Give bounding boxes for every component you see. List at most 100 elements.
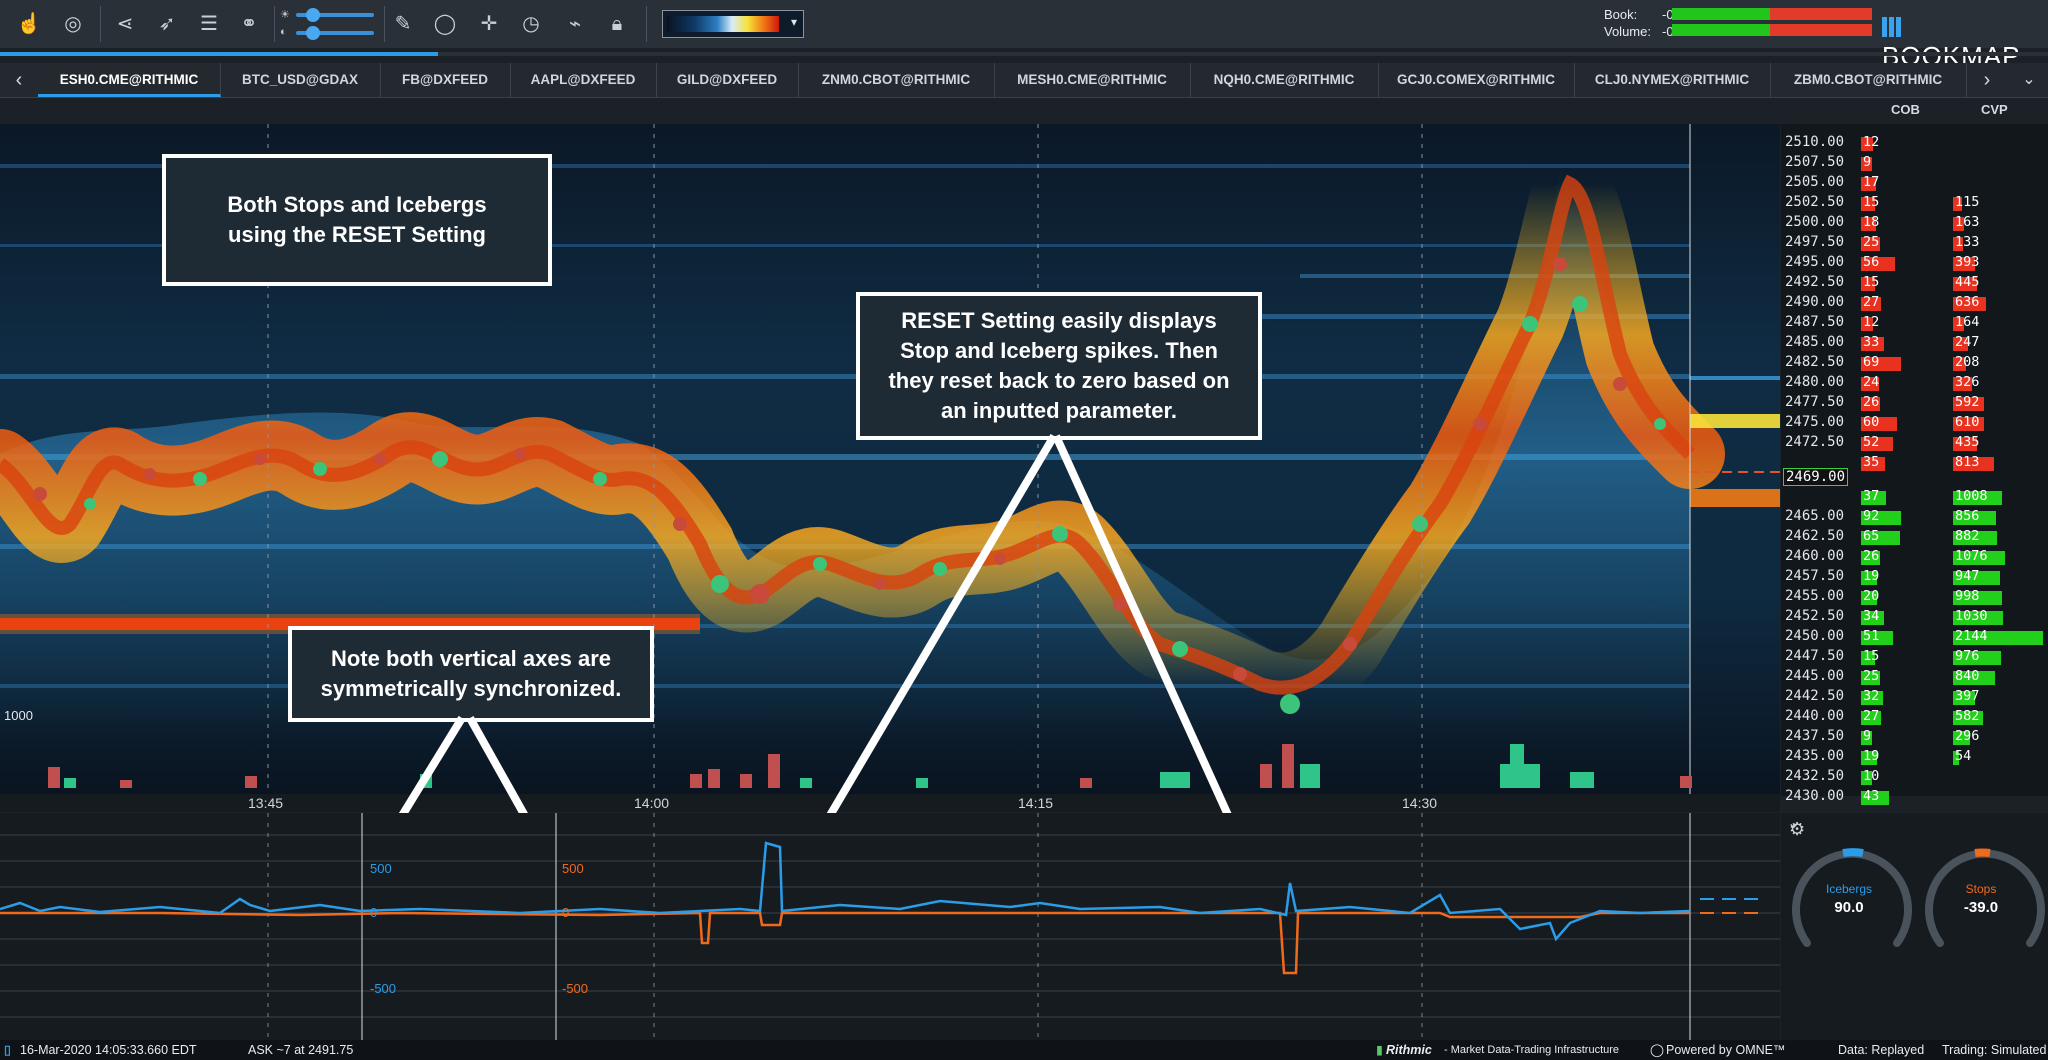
lock-icon[interactable]: 🔒︎ bbox=[611, 13, 623, 35]
cob-bar bbox=[1861, 377, 1879, 391]
cob-header[interactable]: COB bbox=[1891, 102, 1920, 117]
replay-progress-bar[interactable] bbox=[0, 52, 438, 56]
cob-value: 10 bbox=[1863, 768, 1880, 784]
rocket-icon[interactable]: ➶ bbox=[158, 13, 176, 35]
cvp-bar bbox=[1953, 297, 1986, 311]
cvp-header[interactable]: CVP bbox=[1981, 102, 2008, 117]
time-label: 14:30 bbox=[1402, 795, 1438, 811]
tab-gcj0[interactable]: GCJ0.COMEX@RITHMIC bbox=[1378, 63, 1575, 97]
layers-icon[interactable]: ☰ bbox=[200, 13, 218, 35]
rithmic-logo-icon: ▮ bbox=[1376, 1043, 1383, 1057]
chat-icon[interactable]: ◯ bbox=[433, 13, 457, 35]
icebergs-line bbox=[0, 841, 1691, 942]
chevron-down-icon[interactable]: ⌄ bbox=[2022, 71, 2036, 88]
time-axis: 13:45 14:00 14:15 14:30 bbox=[0, 794, 1780, 812]
cvp-bar bbox=[1953, 437, 1977, 451]
price-label: 2487.50 bbox=[1785, 314, 1845, 330]
price-label: 2445.00 bbox=[1785, 668, 1845, 684]
chevron-left-icon[interactable]: ‹ bbox=[15, 69, 23, 91]
cvp-bar bbox=[1953, 457, 1994, 471]
toolbar: ☝ ◎ ⋖ ➶ ☰ ⚭ ☀ ◐ ✎ ◯ ✛ ◷ ⌁ 🔒︎ ▾ Book:-05%… bbox=[0, 0, 2048, 71]
price-label: 2447.50 bbox=[1785, 648, 1845, 664]
cvp-bar bbox=[1953, 711, 1984, 725]
info-icon[interactable]: ▯ bbox=[4, 1043, 11, 1057]
cob-bar bbox=[1861, 771, 1872, 785]
time-label: 14:00 bbox=[634, 795, 670, 811]
trading-mode: Trading: Simulated bbox=[1942, 1043, 2047, 1057]
indicator-pane[interactable]: 500 0 -500 500 0 -500 bbox=[0, 813, 1780, 1040]
cob-value: 60 bbox=[1863, 414, 1880, 430]
price-label: 2510.00 bbox=[1785, 134, 1845, 150]
screenshot-icon[interactable]: ◎ bbox=[64, 13, 82, 35]
color-gradient-dropdown[interactable]: ▾ bbox=[662, 10, 804, 38]
tab-clj0[interactable]: CLJ0.NYMEX@RITHMIC bbox=[1574, 63, 1771, 97]
cob-bar bbox=[1861, 457, 1885, 471]
cvp-bar bbox=[1953, 197, 1963, 211]
price-label: 2462.50 bbox=[1785, 528, 1845, 544]
cvp-value: 856 bbox=[1955, 508, 1980, 524]
liquidity-glow bbox=[0, 164, 1690, 744]
cob-value: 34 bbox=[1863, 608, 1880, 624]
status-bar: ▯ 16-Mar-2020 14:05:33.660 EDT ASK ~7 at… bbox=[0, 1040, 2048, 1060]
cvp-value: 882 bbox=[1955, 528, 1980, 544]
tab-zbm0[interactable]: ZBM0.CBOT@RITHMIC bbox=[1770, 63, 1967, 97]
contrast-slider[interactable] bbox=[296, 26, 374, 40]
cvp-value: 813 bbox=[1955, 454, 1980, 470]
price-label: 2485.00 bbox=[1785, 334, 1845, 350]
price-label: 2502.50 bbox=[1785, 194, 1845, 210]
tab-gild[interactable]: GILD@DXFEED bbox=[656, 63, 799, 97]
cob-bar bbox=[1861, 791, 1889, 805]
price-label: 2465.00 bbox=[1785, 508, 1845, 524]
callout-reset-setting: Both Stops and Icebergs using the RESET … bbox=[162, 154, 552, 286]
cob-value: 92 bbox=[1863, 508, 1880, 524]
tab-aapl[interactable]: AAPL@DXFEED bbox=[510, 63, 657, 97]
price-label: 2497.50 bbox=[1785, 234, 1845, 250]
cob-bar bbox=[1861, 651, 1875, 665]
cob-value: 25 bbox=[1863, 668, 1880, 684]
cob-value: 26 bbox=[1863, 548, 1880, 564]
cob-bar bbox=[1861, 691, 1883, 705]
tab-esh0-cme[interactable]: ESH0.CME@RITHMIC bbox=[38, 63, 221, 97]
cob-column: 12 9 17 15 18 25 56 15 27 12 33 69 24 26 60 52 35 37 92 65 2… bbox=[1861, 124, 1953, 805]
cvp-bar bbox=[1953, 691, 1975, 705]
chart-analytics-icon[interactable]: ⌁ bbox=[568, 13, 582, 35]
instrument-tabs: ‹ ESH0.CME@RITHMIC BTC_USD@GDAX FB@DXFEE… bbox=[0, 63, 2048, 98]
tab-btc-usd[interactable]: BTC_USD@GDAX bbox=[220, 63, 381, 97]
cob-value: 52 bbox=[1863, 434, 1880, 450]
stops-axis-zero: 0 bbox=[562, 905, 570, 920]
cvp-bar bbox=[1953, 217, 1965, 231]
crosshair-icon[interactable]: ✛ bbox=[480, 13, 498, 35]
cvp-value: 164 bbox=[1955, 314, 1980, 330]
chevron-right-icon[interactable]: › bbox=[1983, 69, 1991, 91]
cvp-value: 1008 bbox=[1955, 488, 1988, 504]
collapse-chevron-icon[interactable]: ⌄ bbox=[1787, 815, 1801, 832]
callout-axes-synchronized: Note both vertical axes are symmetricall… bbox=[288, 626, 654, 722]
tab-nqh0[interactable]: NQH0.CME@RITHMIC bbox=[1190, 63, 1379, 97]
cob-bar bbox=[1861, 511, 1901, 525]
share-icon[interactable]: ⋖ bbox=[116, 13, 134, 35]
chevron-down-icon: ▾ bbox=[790, 15, 797, 29]
cob-value: 12 bbox=[1863, 134, 1880, 150]
book-imbalance-bar bbox=[1672, 8, 1872, 20]
toolbar-divider bbox=[274, 6, 275, 42]
tab-znm0[interactable]: ZNM0.CBOT@RITHMIC bbox=[798, 63, 995, 97]
link-icon[interactable]: ⚭ bbox=[240, 13, 258, 35]
price-label: 2482.50 bbox=[1785, 354, 1845, 370]
brightness-slider[interactable] bbox=[296, 8, 374, 22]
tab-fb[interactable]: FB@DXFEED bbox=[380, 63, 511, 97]
cob-value: 12 bbox=[1863, 314, 1880, 330]
price-label: 2495.00 bbox=[1785, 254, 1845, 270]
cvp-value: 247 bbox=[1955, 334, 1980, 350]
cob-value: 18 bbox=[1863, 214, 1880, 230]
tab-mesh0[interactable]: MESH0.CME@RITHMIC bbox=[994, 63, 1191, 97]
stops-gauge-value: -39.0 bbox=[1963, 899, 1999, 916]
cvp-value: 326 bbox=[1955, 374, 1980, 390]
cob-value: 15 bbox=[1863, 648, 1880, 664]
book-label: Book: bbox=[1604, 7, 1638, 22]
cvp-bar bbox=[1953, 671, 1995, 685]
pencil-icon[interactable]: ✎ bbox=[394, 13, 412, 35]
gear-icon[interactable]: ⚙ bbox=[1789, 819, 1806, 839]
hand-pointer-icon[interactable]: ☝ bbox=[16, 13, 42, 35]
timer-icon[interactable]: ◷ bbox=[522, 13, 540, 35]
logo-icon bbox=[1882, 10, 1903, 41]
